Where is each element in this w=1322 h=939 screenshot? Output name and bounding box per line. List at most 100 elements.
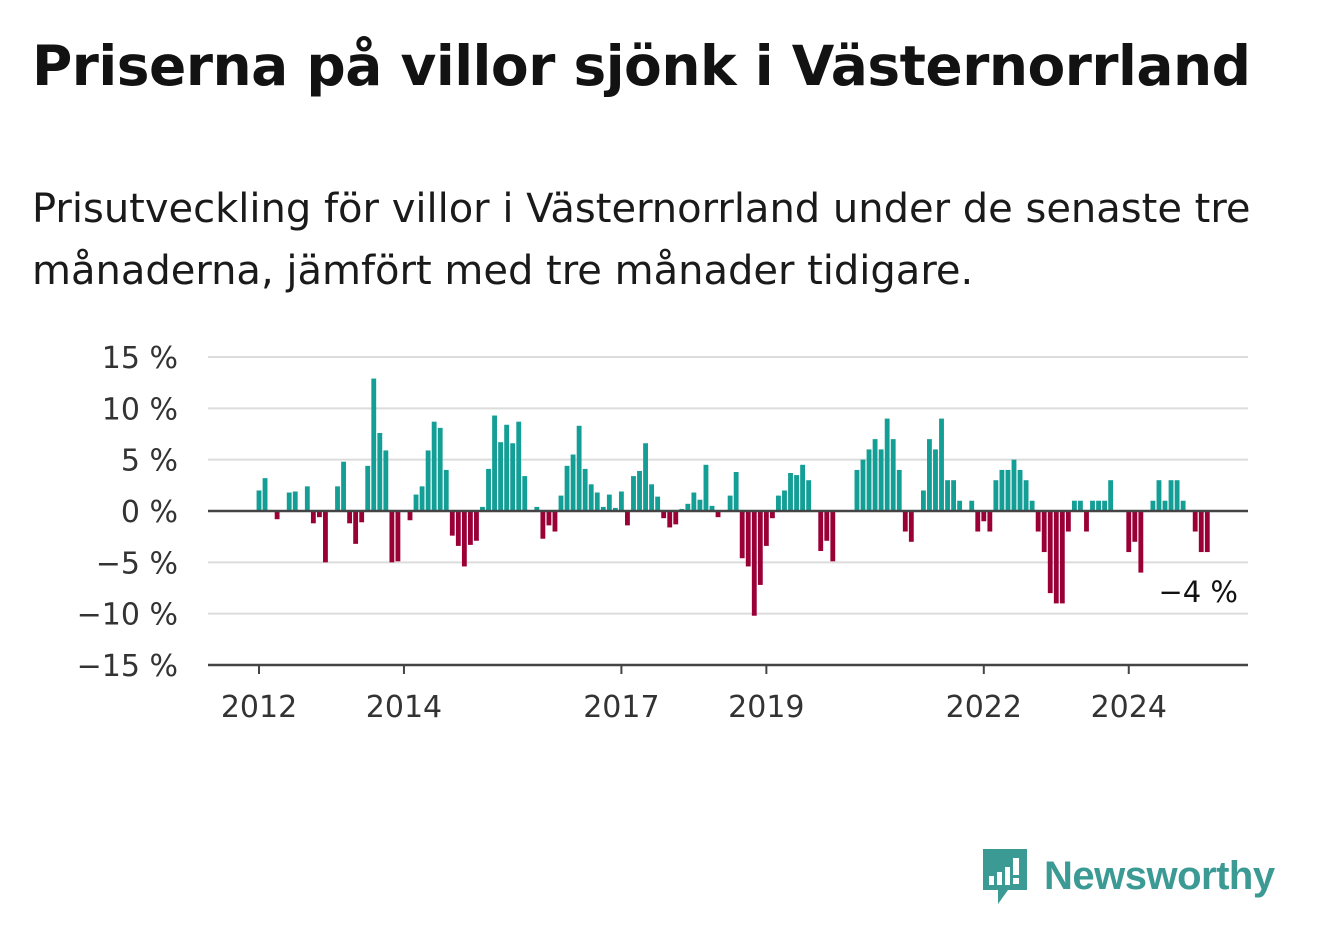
bar	[649, 484, 655, 511]
bar	[1108, 480, 1114, 511]
bar	[347, 511, 353, 524]
bar	[1005, 469, 1011, 511]
bar	[558, 495, 564, 511]
bar	[751, 511, 757, 616]
bar	[274, 511, 280, 520]
bar	[727, 495, 733, 511]
bar	[776, 495, 781, 511]
bar	[1090, 500, 1095, 511]
bar	[896, 469, 902, 511]
bar	[1192, 511, 1198, 532]
bar	[1174, 480, 1180, 511]
bar	[461, 511, 467, 567]
bar	[600, 506, 606, 511]
bar	[993, 480, 999, 511]
bar	[625, 511, 630, 526]
y-tick-label: −10 %	[77, 598, 178, 633]
bar	[425, 450, 431, 511]
bar	[703, 464, 709, 511]
x-tick-label: 2022	[946, 690, 1022, 725]
bar	[437, 427, 443, 511]
bar	[353, 511, 359, 544]
bar	[1102, 500, 1108, 511]
bar	[576, 425, 582, 511]
bar	[335, 486, 340, 511]
bar	[957, 500, 963, 511]
newsworthy-logo-icon	[983, 849, 1027, 904]
bar	[1065, 511, 1071, 532]
bar	[643, 443, 648, 511]
bar	[999, 469, 1005, 511]
bar	[745, 511, 751, 567]
bar	[981, 511, 987, 522]
bar	[933, 449, 938, 511]
bar	[1162, 500, 1168, 511]
bar	[371, 378, 377, 511]
bar	[606, 494, 612, 511]
bar	[1150, 500, 1156, 511]
y-tick-label: −5 %	[96, 546, 178, 581]
bar	[818, 511, 824, 552]
bar	[890, 439, 896, 511]
bar	[377, 432, 383, 511]
bar	[407, 511, 413, 521]
bar	[866, 449, 872, 511]
bar	[467, 511, 473, 545]
bar	[951, 480, 957, 511]
bar	[631, 476, 636, 511]
bar	[546, 511, 552, 526]
bar	[1156, 480, 1162, 511]
bar	[757, 511, 763, 585]
bar	[383, 450, 389, 511]
bar	[884, 418, 890, 511]
x-tick-label: 2024	[1091, 690, 1167, 725]
bar	[474, 511, 479, 541]
bar	[292, 491, 298, 511]
bar	[709, 505, 715, 511]
bar	[824, 511, 830, 541]
bar	[498, 442, 504, 511]
x-tick-label: 2014	[366, 690, 442, 725]
bar	[1168, 480, 1174, 511]
bar	[1047, 511, 1053, 594]
bar	[637, 470, 642, 511]
bar	[1126, 511, 1132, 553]
bar	[492, 415, 497, 511]
bar	[800, 464, 806, 511]
bar	[618, 491, 624, 511]
bar	[1035, 511, 1041, 532]
y-tick-label: 10 %	[102, 392, 178, 427]
bar	[739, 511, 745, 559]
bar	[1132, 511, 1138, 542]
bar	[594, 492, 600, 511]
bar	[733, 471, 739, 511]
y-tick-label: −15 %	[77, 649, 178, 684]
axes	[208, 509, 1248, 667]
y-tick-label: 0 %	[121, 495, 178, 530]
bar	[449, 511, 455, 536]
brand-name: Newsworthy	[1044, 853, 1275, 898]
page-subtitle: Prisutveckling för villor i Västernorrla…	[32, 186, 1251, 294]
bar	[715, 511, 721, 518]
x-tick-label: 2017	[583, 690, 659, 725]
bar	[256, 490, 262, 511]
bar	[504, 424, 510, 511]
bar	[588, 484, 594, 511]
bar-series	[256, 378, 1210, 616]
bar	[552, 511, 558, 532]
bar	[969, 500, 975, 511]
bar	[1029, 500, 1035, 511]
bar	[304, 486, 310, 511]
bar	[534, 506, 540, 511]
y-tick-label: 15 %	[102, 341, 178, 376]
bar	[830, 511, 836, 562]
bar	[365, 465, 371, 511]
bar	[975, 511, 981, 532]
bar	[1059, 511, 1065, 604]
bar	[564, 465, 570, 511]
x-tick-label: 2019	[728, 690, 804, 725]
bar	[522, 476, 528, 511]
bar	[612, 507, 618, 511]
bar	[945, 480, 950, 511]
bar	[661, 511, 667, 519]
